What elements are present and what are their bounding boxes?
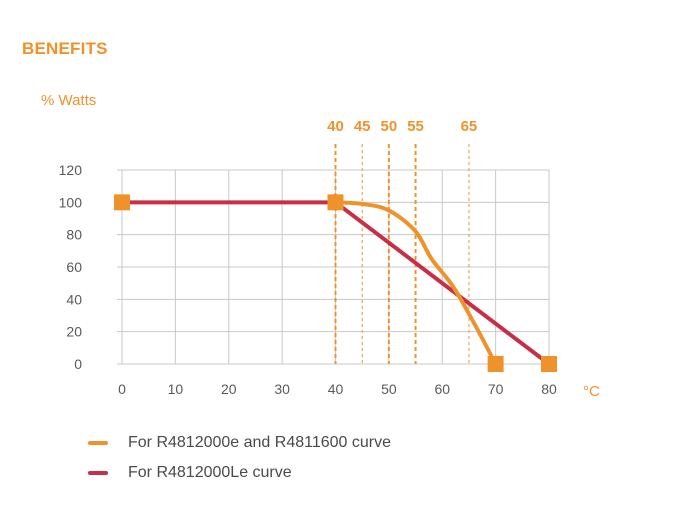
x-tick-label-20: 20 [221,381,237,397]
x-tick-label-30: 30 [274,381,290,397]
section-title: BENEFITS [22,39,108,58]
threshold-label-45: 45 [354,118,371,135]
series-1-marker-1 [541,356,557,372]
chart-series [114,194,557,372]
series-0-marker-0 [327,194,344,211]
chart-legend: For R4812000e and R4811600 curve For R48… [88,428,391,488]
threshold-markers: 40 45 50 55 65 [327,118,477,364]
x-tick-label-60: 60 [434,381,450,397]
derating-chart: 0 10 20 30 40 50 60 70 80 0 20 40 60 80 100 120 40 45 50 5… [41,92,600,400]
series-1-marker-0 [114,194,130,211]
y-tick-label-40: 40 [66,291,82,307]
legend-swatch-red [88,471,108,475]
y-tick-label-80: 80 [66,227,82,243]
x-axis-unit: °C [583,383,600,400]
x-tick-label-70: 70 [488,381,504,397]
y-tick-label-100: 100 [59,194,83,210]
x-tick-label-0: 0 [118,381,126,397]
legend-item-red: For R4812000Le curve [88,458,391,488]
series-0-marker-1 [487,356,504,372]
x-tick-label-10: 10 [168,381,184,397]
y-axis-label: % Watts [41,92,96,109]
threshold-label-40: 40 [327,118,344,135]
legend-label-orange: For R4812000e and R4811600 curve [128,434,391,451]
chart-axes: % Watts °C [41,92,600,400]
chart-grid: 0 10 20 30 40 50 60 70 80 0 20 40 60 80 100 120 [59,162,557,397]
y-tick-label-0: 0 [74,356,82,372]
legend-swatch-orange [88,441,108,445]
legend-label-red: For R4812000Le curve [128,464,292,481]
threshold-label-55: 55 [407,118,424,135]
y-tick-label-120: 120 [59,162,83,178]
threshold-label-65: 65 [461,118,478,135]
series-line-0 [333,200,498,366]
legend-item-orange: For R4812000e and R4811600 curve [88,428,391,458]
x-tick-label-80: 80 [541,381,557,397]
x-tick-label-40: 40 [328,381,344,397]
y-tick-label-60: 60 [66,259,82,275]
x-tick-label-50: 50 [381,381,397,397]
threshold-label-50: 50 [381,118,398,135]
y-tick-label-20: 20 [66,324,82,340]
